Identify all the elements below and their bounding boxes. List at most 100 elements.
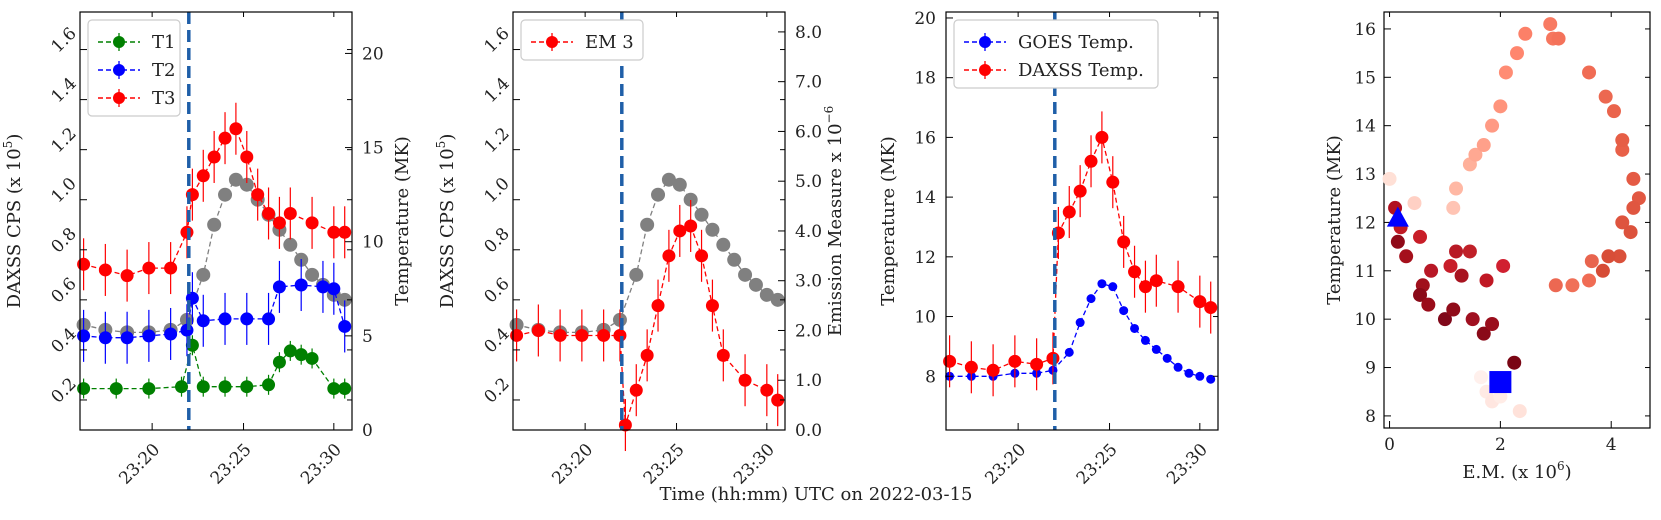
p1-legend-box	[87, 19, 181, 117]
p1-series-2-point-7	[196, 314, 210, 328]
p4-ytick-label-4: 12	[1354, 213, 1376, 233]
p3-series-1-point-13	[1128, 265, 1142, 279]
p1-series-3-point-14	[272, 216, 286, 230]
p1-ytick-right-label-1: 5	[362, 327, 373, 347]
p2-series-1-point-11	[673, 224, 687, 238]
p2-series-0-point-16	[738, 267, 753, 282]
p4-point-39	[1615, 142, 1630, 157]
p1-ytick-label-7: 1.6	[47, 24, 80, 57]
p4-point-7	[1424, 263, 1439, 278]
p4-point-21	[1496, 258, 1511, 273]
p4-point-26	[1468, 147, 1483, 162]
p1-series-1-point-6	[218, 380, 232, 394]
p4-point-49	[1582, 273, 1597, 288]
p1-series-0-point-19	[337, 292, 352, 307]
p2-series-1-point-7	[629, 383, 643, 397]
p3-series-0-point-10	[1108, 282, 1118, 292]
p2-ytick-right-label-0: 0.0	[795, 421, 822, 441]
p2-ytick-right-label-4: 4.0	[795, 222, 822, 242]
p4-point-47	[1601, 249, 1616, 264]
p3-series-0-point-16	[1173, 362, 1183, 372]
p1-legend-marker-1	[113, 64, 125, 76]
p1-legend-marker-2	[113, 92, 125, 104]
shared-x-axis-label: Time (hh:mm) UTC on 2022-03-15	[660, 484, 973, 505]
p2-series-0-point-7	[640, 217, 655, 232]
p2-ytick-label-1: 0.4	[480, 324, 513, 357]
p2-series-0-point-13	[705, 222, 720, 237]
p1-series-1-point-2	[142, 382, 156, 396]
p2-ytick-right-label-6: 6.0	[795, 122, 822, 142]
p1-panel: 0.2 0.4 0.6 0.8 1.0 1.2 1.4 1.6 0 5 10 15 20 23:20 23:…	[1, 11, 413, 489]
p3-series-1-point-18	[1204, 301, 1218, 315]
p4-point-56	[1512, 404, 1527, 419]
p4-point-43	[1626, 200, 1641, 215]
p4-point-22	[1507, 355, 1522, 370]
p1-ytick-label-1: 0.4	[47, 324, 80, 357]
p4-square-marker	[1489, 371, 1512, 394]
p3-series-1-point-17	[1193, 295, 1207, 309]
p3-series-1-point-9	[1084, 154, 1098, 168]
p2-series-0-point-11	[683, 192, 698, 207]
p4-point-50	[1565, 278, 1580, 293]
p4-point-53	[1473, 370, 1488, 385]
p1-legend-label-2: T3	[152, 88, 175, 109]
p2-series-0-point-17	[748, 277, 763, 292]
p1-xtick-label-1: 23:25	[207, 440, 256, 489]
p2-xtick-label-1: 23:25	[640, 440, 689, 489]
p3-legend-label-1: DAXSS Temp.	[1018, 60, 1144, 81]
p3-series-1-point-7	[1062, 205, 1076, 219]
p2-series-1-point-2	[553, 328, 567, 342]
p1-legend-label-1: T2	[152, 60, 175, 81]
p2-ytick-right-label-5: 5.0	[795, 172, 822, 192]
p3-series-1-point-15	[1149, 274, 1163, 288]
p2-series-0-point-10	[672, 177, 687, 192]
p3-ytick-label-0: 8	[925, 367, 936, 387]
p2-series-1-point-1	[531, 323, 545, 337]
p1-series-2-point-14	[327, 282, 341, 296]
p4-point-44	[1615, 215, 1630, 230]
p2-legend-label-0: EM 3	[585, 32, 634, 53]
p2-series-0-point-18	[759, 287, 774, 302]
p2-series-1-point-4	[597, 328, 611, 342]
p1-series-1-point-11	[294, 348, 308, 362]
p3-series-0-point-15	[1162, 353, 1172, 363]
p1-series-3-point-1	[98, 263, 112, 277]
p3-panel: 8 10 12 14 16 18 20 23:20 23:25 23:30 GOES Temp. DA…	[878, 9, 1219, 489]
p3-series-0-point-9	[1097, 279, 1107, 289]
p4-point-27	[1476, 138, 1491, 153]
p1-series-3-point-11	[240, 150, 254, 164]
p4-point-30	[1498, 65, 1513, 80]
p1-series-1-point-1	[109, 382, 123, 396]
p3-series-1-point-2	[986, 363, 1000, 377]
p2-series-1-point-17	[760, 383, 774, 397]
p1-ytick-right-label-3: 15	[362, 139, 384, 159]
p4-point-32	[1518, 26, 1533, 41]
p4-point-1	[1407, 196, 1422, 211]
p2-ytick-label-7: 1.6	[480, 24, 513, 57]
p1-xtick-label-2: 23:30	[297, 440, 346, 489]
p2-ytick-label-6: 1.4	[480, 74, 513, 107]
p2-series-1-point-8	[640, 348, 654, 362]
p1-series-2-point-2	[120, 331, 134, 345]
p1-legend-marker-0	[113, 36, 125, 48]
p4-point-23	[1446, 200, 1461, 215]
p3-series-1-point-3	[1008, 354, 1022, 368]
p2-series-0-point-19	[770, 292, 785, 307]
p4-point-35	[1551, 31, 1566, 46]
p3-series-1-point-8	[1073, 184, 1087, 198]
p4-point-38	[1606, 104, 1621, 119]
p3-y-axis-label: Temperature (MK)	[878, 136, 899, 306]
p1-legend-label-0: T1	[152, 32, 175, 53]
p3-frame	[945, 11, 1219, 431]
p1-series-0-point-9	[228, 172, 243, 187]
p2-series-0-point-6	[629, 267, 644, 282]
p4-ytick-label-2: 10	[1354, 310, 1376, 330]
p4-point-15	[1462, 244, 1477, 259]
p1-series-1-point-3	[175, 380, 189, 394]
p4-xtick-label-0: 0	[1384, 435, 1395, 455]
p4-xtick-label-2: 4	[1606, 435, 1617, 455]
p2-legend-marker-0	[546, 36, 558, 48]
p2-xtick-label-0: 23:20	[548, 440, 597, 489]
p4-point-45	[1623, 225, 1638, 240]
p1-series-3-point-15	[283, 206, 297, 220]
